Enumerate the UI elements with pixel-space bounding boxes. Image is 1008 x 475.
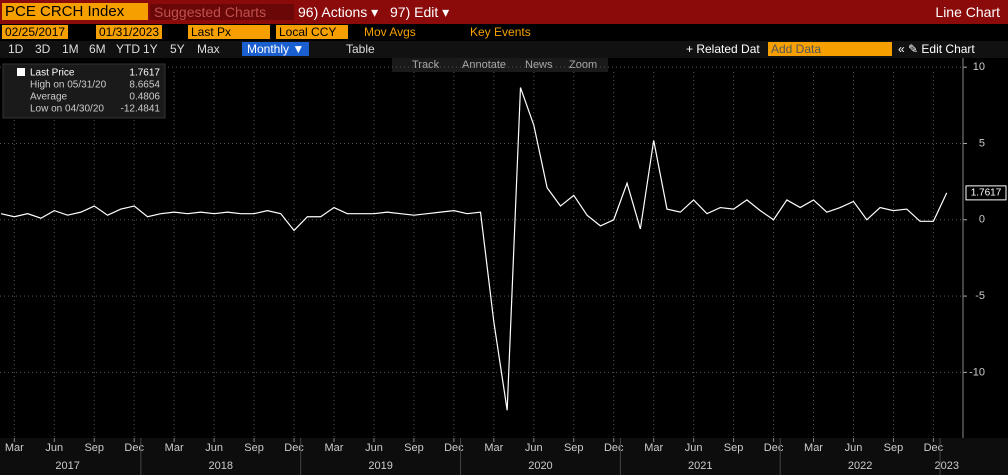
range-bar: 1D 3D 1M 6M YTD 1Y 5Y Max Monthly ▼ Table + Rel… xyxy=(0,41,1008,58)
table[interactable]: Table xyxy=(346,42,375,56)
chart: Track Annotate News Zoom 10 5 0 -5 -10 Mar Jun Sep D… xyxy=(0,58,1008,475)
period[interactable]: Monthly ▼ xyxy=(242,42,310,56)
field[interactable]: Last Px xyxy=(188,25,270,39)
title-bar: PCE CRCH Index Suggested Charts 96) Acti… xyxy=(0,0,1008,24)
chart-tool: Track xyxy=(412,59,440,71)
x-tick-label: Jun xyxy=(685,442,703,454)
x-tick-label: Jun xyxy=(365,442,383,454)
x-tick-label: Dec xyxy=(444,442,464,454)
legend: Last Price 1.7617 High on 05/31/20 8.6654 Av… xyxy=(2,63,166,119)
suggested[interactable]: Suggested Charts xyxy=(150,4,294,20)
chart-kind: Line Chart xyxy=(935,4,1000,20)
axis-bg xyxy=(0,438,1008,475)
x-tick-label: Dec xyxy=(924,442,944,454)
x-tick-label: Jun xyxy=(525,442,543,454)
add-data[interactable]: Add Data xyxy=(768,42,892,56)
edit[interactable]: 97) Edit ▾ xyxy=(390,4,450,20)
date-bar: 02/25/2017 01/31/2023 Last Px Local CCY … xyxy=(0,24,1008,41)
year-label: 2017 xyxy=(55,460,79,472)
end-date[interactable]: 01/31/2023 xyxy=(96,25,163,39)
last-value: 1.7617 xyxy=(971,188,1002,199)
related[interactable]: + Related Dat xyxy=(686,42,760,56)
last-value-tag xyxy=(965,185,1007,201)
x-tick-label: Sep xyxy=(84,442,104,454)
x-tick-label: Sep xyxy=(564,442,584,454)
y-tick-label: -5 xyxy=(975,290,985,302)
ticker[interactable]: PCE CRCH Index xyxy=(2,3,148,20)
y-tick-label: 5 xyxy=(979,137,985,149)
x-tick-label: Sep xyxy=(244,442,264,454)
year-label: 2023 xyxy=(934,460,958,472)
year-label: 2022 xyxy=(848,460,872,472)
y-tick-label: -10 xyxy=(969,366,985,378)
range-button[interactable]: 3D xyxy=(35,42,51,56)
legend-bg xyxy=(2,63,166,119)
x-tick-label: Sep xyxy=(404,442,424,454)
y-tick-label: 10 xyxy=(973,61,985,73)
range-button[interactable]: YTD xyxy=(116,42,140,56)
x-tick-label: Jun xyxy=(845,442,863,454)
range-button[interactable]: 6M xyxy=(89,42,106,56)
range-button[interactable]: 1Y xyxy=(143,42,158,56)
series-line xyxy=(0,87,948,411)
chart-tool: News xyxy=(525,59,553,71)
stat-value: 0.4806 xyxy=(129,92,160,103)
x-tick-label: Dec xyxy=(604,442,624,454)
x-tick-label: Dec xyxy=(764,442,784,454)
x-tick-label: Jun xyxy=(45,442,63,454)
legend-label: Last Price xyxy=(30,68,75,79)
range-button[interactable]: 1D xyxy=(8,42,24,56)
x-tick-label: Mar xyxy=(484,442,503,454)
edit-chart[interactable]: « ✎ Edit Chart xyxy=(898,42,975,56)
x-tick-label: Jun xyxy=(205,442,223,454)
x-tick-label: Mar xyxy=(165,442,184,454)
year-label: 2021 xyxy=(688,460,712,472)
year-label: 2019 xyxy=(368,460,392,472)
stat-label: Average xyxy=(30,92,68,103)
year-label: 2020 xyxy=(528,460,552,472)
x-tick-label: Dec xyxy=(124,442,144,454)
year-label: 2018 xyxy=(209,460,233,472)
y-tick-label: 0 xyxy=(979,214,985,226)
start-date[interactable]: 02/25/2017 xyxy=(2,25,69,39)
x-tick-label: Mar xyxy=(5,442,24,454)
stat-value: 8.6654 xyxy=(129,80,160,91)
stat-label: High on 05/31/20 xyxy=(30,80,107,91)
x-tick-label: Mar xyxy=(804,442,823,454)
range-button[interactable]: 5Y xyxy=(170,42,185,56)
legend-value: 1.7617 xyxy=(129,68,160,79)
x-tick-label: Mar xyxy=(644,442,663,454)
stat-value: -12.4841 xyxy=(121,104,161,115)
currency[interactable]: Local CCY xyxy=(276,25,348,39)
key-events[interactable]: Key Events xyxy=(470,25,531,39)
tools-bg xyxy=(392,58,608,72)
x-tick-label: Sep xyxy=(884,442,904,454)
range-button[interactable]: Max xyxy=(197,42,220,56)
chart-tool: Zoom xyxy=(569,59,597,71)
chart-tool: Annotate xyxy=(462,59,506,71)
legend-swatch xyxy=(17,68,25,76)
x-tick-label: Dec xyxy=(284,442,304,454)
stat-label: Low on 04/30/20 xyxy=(30,104,104,115)
plot-bg xyxy=(0,58,963,438)
range-button[interactable]: 1M xyxy=(62,42,79,56)
mov-avgs[interactable]: Mov Avgs xyxy=(364,25,416,39)
x-tick-label: Mar xyxy=(325,442,344,454)
actions[interactable]: 96) Actions ▾ xyxy=(298,4,379,20)
x-tick-label: Sep xyxy=(724,442,744,454)
